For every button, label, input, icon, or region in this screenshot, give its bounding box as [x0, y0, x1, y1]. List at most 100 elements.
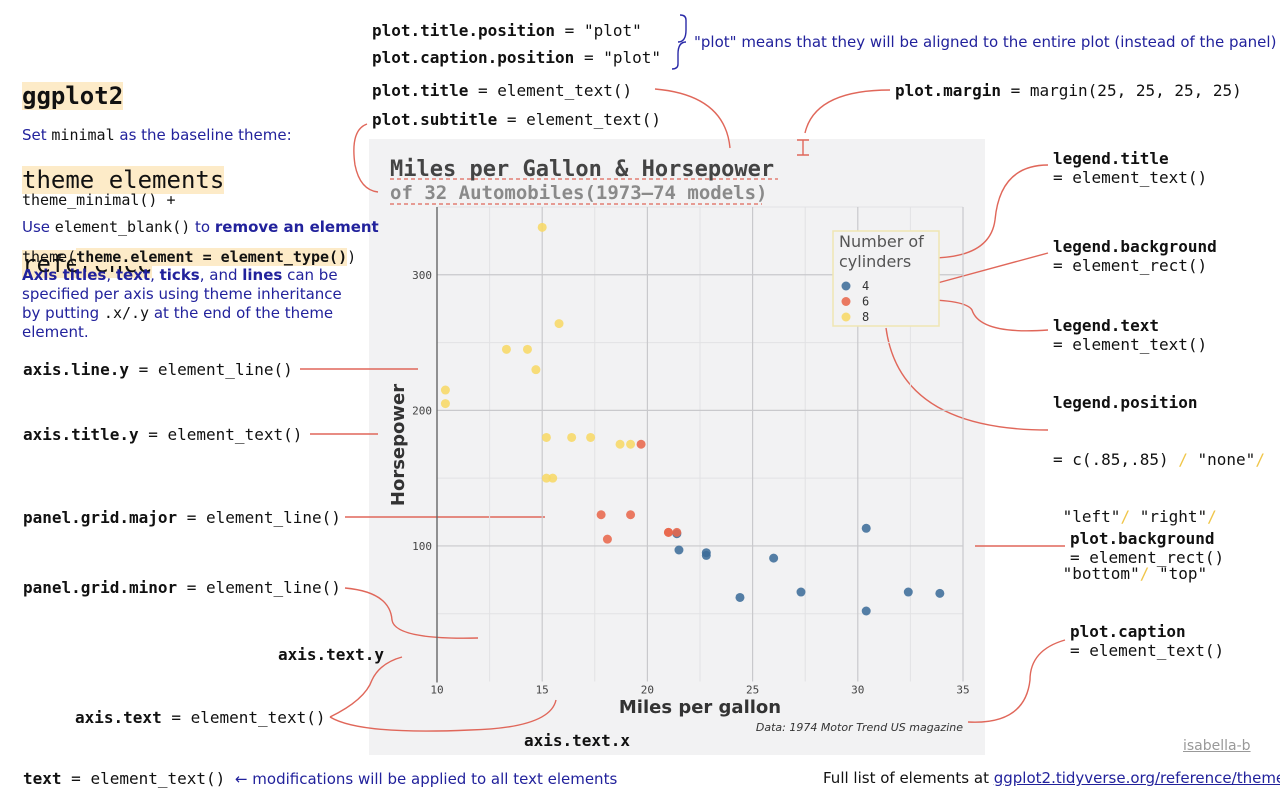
x-tick-label: 35 — [956, 684, 969, 697]
annotation: legend.title = element_text() — [1053, 149, 1207, 187]
annotation: axis.title.y = element_text() — [23, 425, 302, 444]
key: panel.grid.major — [23, 508, 178, 527]
key: axis.line.y — [23, 360, 129, 379]
slash: / — [1139, 564, 1150, 583]
point — [636, 439, 646, 449]
x-tick-label: 15 — [536, 684, 549, 697]
key: plot.background — [1070, 529, 1215, 548]
plot-layer: 100 200 300 10 15 20 25 30 35 — [412, 206, 970, 697]
text: as the baseline theme: — [114, 126, 292, 144]
header: ggplot2 theme elements reference — [22, 26, 225, 306]
x-tick-label: 25 — [746, 684, 759, 697]
key: legend.position — [1053, 393, 1198, 412]
point — [615, 439, 625, 449]
value-line: "left"/ "right"/ — [1053, 507, 1265, 526]
point — [861, 606, 871, 616]
point — [903, 587, 913, 597]
point — [440, 385, 450, 395]
point — [586, 432, 596, 442]
annotation: plot.subtitle = element_text() — [372, 110, 661, 129]
value: = margin(25, 25, 25, 25) — [1010, 81, 1242, 100]
point — [626, 439, 636, 449]
point — [796, 587, 806, 597]
annotation: axis.text = element_text() — [75, 708, 325, 727]
point — [541, 473, 551, 483]
point — [769, 553, 779, 563]
value: "bottom" — [1053, 564, 1140, 583]
point — [541, 432, 551, 442]
code: theme( — [22, 248, 77, 266]
text: , and — [199, 266, 243, 284]
title-underlines — [390, 178, 778, 205]
point — [861, 523, 871, 533]
slash: / — [1255, 450, 1265, 469]
value: "right" — [1130, 507, 1208, 526]
point — [674, 545, 684, 555]
axis-note: Axis titles, text, ticks, and lines can … — [22, 266, 352, 342]
y-tick-label: 300 — [412, 269, 432, 282]
value: = element_text() — [171, 708, 326, 727]
text: ticks — [159, 266, 200, 284]
value: = element_text() — [1053, 335, 1208, 354]
arrow — [885, 327, 1049, 431]
key: plot.title.position — [372, 21, 556, 40]
annotation: plot.caption.position = "plot" — [372, 48, 661, 67]
footer: Full list of elements at ggplot2.tidyver… — [823, 769, 1280, 788]
value: = "plot" — [583, 48, 661, 67]
intro-line: Use element_blank() to remove an element — [22, 218, 379, 237]
author[interactable]: isabella-b — [1183, 738, 1251, 754]
value: = element_text() — [148, 425, 303, 444]
x-tick-label: 20 — [641, 684, 654, 697]
arrow — [929, 164, 1049, 259]
point — [501, 344, 511, 354]
slash: / — [1178, 450, 1188, 469]
annotation: axis.text.x — [524, 731, 630, 750]
key: axis.text — [75, 708, 162, 727]
y-tick-label: 100 — [412, 540, 432, 553]
arrow — [967, 639, 1066, 723]
arrow — [929, 252, 1049, 286]
key: plot.margin — [895, 81, 1001, 100]
header-title: theme elements — [22, 166, 225, 194]
chart-title: Miles per Gallon & Horsepower — [390, 157, 774, 182]
annotation: axis.line.y = element_line() — [23, 360, 293, 379]
point — [596, 510, 606, 520]
value: = c(.85,.85) — [1053, 450, 1179, 469]
point — [935, 588, 945, 598]
value-line: "bottom"/ "top" — [1053, 564, 1265, 583]
annotation: plot.title = element_text() — [372, 81, 632, 100]
value: = element_text() — [506, 110, 661, 129]
position-note: "plot" means that they will be aligned t… — [694, 33, 1277, 51]
y-axis-title: Horsepower — [388, 384, 409, 506]
x-tick-label: 10 — [430, 684, 443, 697]
legend-box — [832, 230, 940, 327]
annotation: axis.text.y — [278, 645, 384, 664]
caption: Data: 1974 Motor Trend US magazine — [756, 721, 963, 734]
key: legend.title — [1053, 149, 1169, 168]
point — [531, 365, 541, 375]
note: ← modifications will be applied to all t… — [234, 770, 618, 788]
arrow — [353, 123, 379, 193]
text: Set — [22, 126, 52, 144]
point — [672, 527, 682, 537]
arrow — [329, 699, 557, 732]
point — [626, 510, 636, 520]
key: plot.caption — [1070, 622, 1186, 641]
point — [554, 319, 564, 329]
text: at the end of the theme element. — [22, 304, 338, 341]
point — [522, 344, 532, 354]
annotation: plot.caption = element_text() — [1070, 622, 1224, 660]
slash: / — [1120, 507, 1131, 526]
code: element_blank() — [54, 218, 191, 236]
legend-label: 4 — [862, 279, 869, 293]
link[interactable]: ggplot2.tidyverse.org/reference/theme — [993, 769, 1280, 787]
header-line: theme elements — [22, 166, 225, 194]
annotation: panel.grid.major = element_line() — [23, 508, 341, 527]
value: = element_line() — [138, 360, 293, 379]
code-block: theme_minimal() + theme(theme.element = … — [22, 153, 356, 286]
point — [440, 399, 450, 409]
key: plot.subtitle — [372, 110, 498, 129]
text: Use — [22, 218, 55, 236]
annotation: panel.grid.minor = element_line() — [23, 578, 341, 597]
text: can be specified per axis using theme in… — [22, 266, 347, 322]
